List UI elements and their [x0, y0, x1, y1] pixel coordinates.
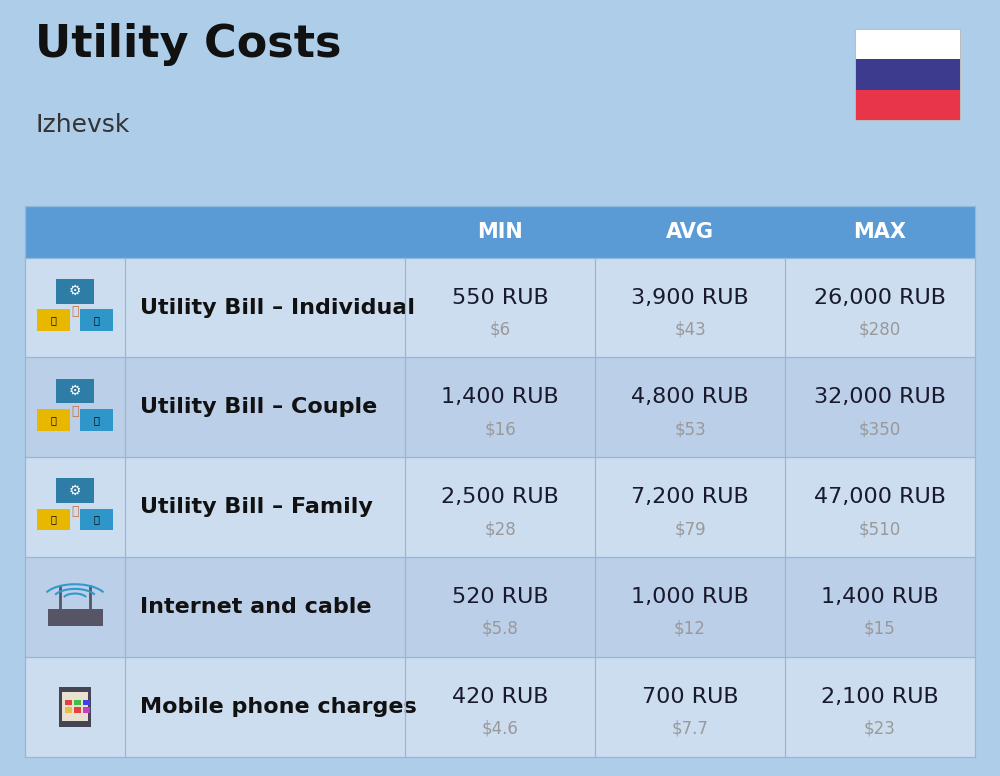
Text: 🔌: 🔌: [51, 414, 56, 424]
Text: ⚙: ⚙: [69, 384, 81, 398]
FancyBboxPatch shape: [59, 687, 91, 727]
Text: $4.6: $4.6: [482, 719, 518, 738]
Text: $5.8: $5.8: [482, 620, 518, 638]
Text: Internet and cable: Internet and cable: [140, 597, 372, 617]
Text: $7.7: $7.7: [672, 719, 708, 738]
Text: Utility Bill – Individual: Utility Bill – Individual: [140, 297, 415, 317]
Text: $53: $53: [674, 421, 706, 438]
Text: 7,200 RUB: 7,200 RUB: [631, 487, 749, 508]
Text: 420 RUB: 420 RUB: [452, 687, 548, 707]
Text: 2,500 RUB: 2,500 RUB: [441, 487, 559, 508]
Text: 1,000 RUB: 1,000 RUB: [631, 587, 749, 607]
FancyBboxPatch shape: [855, 59, 960, 90]
Text: 1,400 RUB: 1,400 RUB: [441, 387, 559, 407]
Text: $280: $280: [859, 320, 901, 338]
FancyBboxPatch shape: [83, 708, 90, 713]
FancyBboxPatch shape: [56, 379, 94, 404]
FancyBboxPatch shape: [65, 700, 72, 705]
Text: 32,000 RUB: 32,000 RUB: [814, 387, 946, 407]
FancyBboxPatch shape: [25, 358, 975, 457]
Text: $43: $43: [674, 320, 706, 338]
Text: Mobile phone charges: Mobile phone charges: [140, 697, 417, 717]
Text: 🔌: 🔌: [51, 315, 56, 325]
Text: $350: $350: [859, 421, 901, 438]
FancyBboxPatch shape: [25, 258, 975, 358]
Text: 520 RUB: 520 RUB: [452, 587, 548, 607]
Text: $28: $28: [484, 520, 516, 538]
Text: 💧: 💧: [94, 514, 99, 525]
FancyBboxPatch shape: [25, 557, 975, 656]
Text: 🧍: 🧍: [71, 305, 79, 318]
Text: $6: $6: [489, 320, 511, 338]
Text: $510: $510: [859, 520, 901, 538]
Text: 26,000 RUB: 26,000 RUB: [814, 288, 946, 307]
Text: 🧍: 🧍: [71, 505, 79, 518]
Text: $12: $12: [674, 620, 706, 638]
FancyBboxPatch shape: [48, 609, 103, 626]
Text: Utility Bill – Family: Utility Bill – Family: [140, 497, 373, 517]
Text: 1,400 RUB: 1,400 RUB: [821, 587, 939, 607]
Text: $15: $15: [864, 620, 896, 638]
FancyBboxPatch shape: [25, 457, 975, 557]
FancyBboxPatch shape: [25, 656, 975, 757]
Text: 🧍: 🧍: [71, 405, 79, 418]
FancyBboxPatch shape: [855, 29, 960, 59]
Text: 2,100 RUB: 2,100 RUB: [821, 687, 939, 707]
Text: AVG: AVG: [666, 222, 714, 241]
Text: 💧: 💧: [94, 414, 99, 424]
FancyBboxPatch shape: [37, 509, 70, 531]
FancyBboxPatch shape: [25, 206, 975, 258]
Text: ⚙: ⚙: [69, 483, 81, 498]
Text: Utility Costs: Utility Costs: [35, 23, 342, 66]
Text: 550 RUB: 550 RUB: [452, 288, 548, 307]
FancyBboxPatch shape: [80, 409, 113, 431]
Text: 47,000 RUB: 47,000 RUB: [814, 487, 946, 508]
Text: 💧: 💧: [94, 315, 99, 325]
Text: $16: $16: [484, 421, 516, 438]
Text: $23: $23: [864, 719, 896, 738]
Text: $79: $79: [674, 520, 706, 538]
Text: 3,900 RUB: 3,900 RUB: [631, 288, 749, 307]
Text: Izhevsk: Izhevsk: [35, 113, 129, 137]
FancyBboxPatch shape: [65, 708, 72, 713]
Bar: [855, 29, 960, 120]
FancyBboxPatch shape: [56, 279, 94, 303]
FancyBboxPatch shape: [62, 692, 88, 721]
FancyBboxPatch shape: [855, 90, 960, 120]
Text: MAX: MAX: [853, 222, 906, 241]
FancyBboxPatch shape: [37, 409, 70, 431]
FancyBboxPatch shape: [80, 509, 113, 531]
FancyBboxPatch shape: [83, 700, 90, 705]
FancyBboxPatch shape: [80, 309, 113, 331]
FancyBboxPatch shape: [37, 309, 70, 331]
Text: MIN: MIN: [477, 222, 523, 241]
FancyBboxPatch shape: [74, 700, 81, 705]
Text: 700 RUB: 700 RUB: [642, 687, 738, 707]
Text: 4,800 RUB: 4,800 RUB: [631, 387, 749, 407]
FancyBboxPatch shape: [74, 708, 81, 713]
Text: 🔌: 🔌: [51, 514, 56, 525]
FancyBboxPatch shape: [56, 478, 94, 504]
Text: Utility Bill – Couple: Utility Bill – Couple: [140, 397, 377, 417]
Text: ⚙: ⚙: [69, 284, 81, 298]
